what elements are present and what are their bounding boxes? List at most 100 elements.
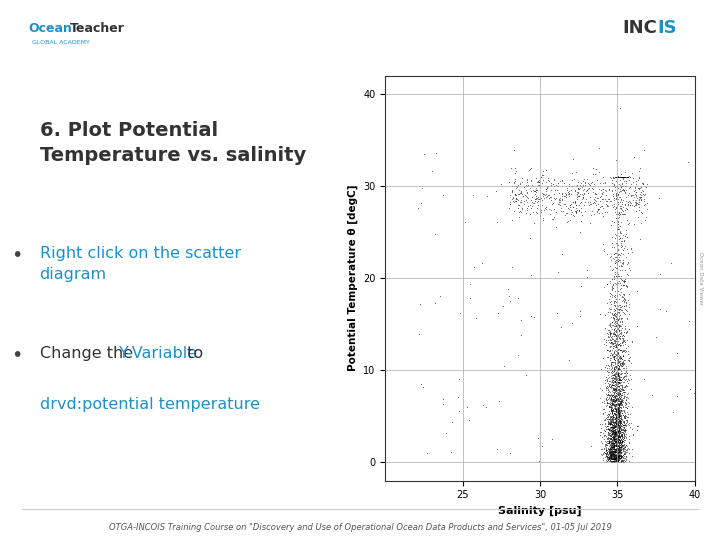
Point	[611, 430, 623, 438]
Point	[616, 427, 628, 436]
Point	[608, 355, 620, 363]
Point	[617, 398, 629, 407]
Point	[602, 376, 613, 384]
Point	[613, 369, 624, 377]
Point	[582, 188, 594, 197]
Point	[606, 436, 618, 444]
Point	[584, 198, 595, 206]
Point	[606, 454, 618, 462]
Point	[608, 432, 619, 441]
Point	[606, 457, 618, 466]
Point	[613, 404, 624, 413]
Point	[618, 237, 629, 246]
Point	[613, 453, 624, 461]
Point	[613, 454, 624, 463]
Point	[613, 440, 624, 448]
Point	[536, 206, 547, 214]
Point	[610, 422, 621, 430]
Point	[611, 449, 623, 457]
Point	[610, 428, 621, 436]
Point	[608, 443, 619, 451]
Point	[620, 400, 631, 409]
Point	[614, 418, 626, 427]
Point	[618, 390, 630, 399]
Point	[617, 207, 629, 215]
Point	[608, 436, 619, 445]
Point	[608, 447, 620, 456]
Point	[614, 210, 626, 218]
Point	[598, 399, 610, 408]
Point	[605, 448, 616, 456]
Point	[613, 190, 624, 198]
Point	[621, 368, 632, 376]
Point	[635, 187, 647, 196]
Point	[606, 420, 617, 428]
Point	[606, 361, 617, 370]
Point	[613, 361, 625, 370]
Point	[611, 375, 622, 383]
Point	[615, 442, 626, 451]
Point	[613, 370, 624, 379]
Point	[605, 327, 616, 336]
Point	[608, 438, 619, 447]
Point	[610, 413, 621, 421]
Point	[614, 437, 626, 445]
Point	[599, 449, 611, 457]
Point	[602, 447, 613, 455]
Point	[595, 202, 606, 211]
Point	[577, 193, 589, 201]
Point	[606, 322, 617, 331]
Point	[527, 185, 539, 194]
Point	[613, 379, 625, 388]
Point	[606, 374, 618, 382]
Point	[618, 434, 629, 442]
Point	[588, 184, 599, 193]
Point	[607, 369, 618, 377]
Point	[611, 382, 622, 391]
Point	[613, 225, 624, 233]
Point	[638, 375, 649, 383]
Point	[615, 415, 626, 423]
Point	[613, 449, 625, 458]
Point	[570, 206, 582, 215]
Point	[609, 429, 621, 438]
Point	[605, 419, 616, 428]
Point	[602, 425, 613, 434]
Point	[639, 215, 651, 224]
Point	[614, 433, 626, 441]
Point	[621, 172, 633, 181]
Point	[612, 304, 624, 313]
Point	[613, 409, 624, 417]
Point	[611, 390, 623, 399]
Point	[615, 104, 626, 112]
Point	[616, 288, 627, 297]
Point	[608, 328, 619, 337]
Point	[610, 407, 621, 415]
Point	[546, 179, 557, 187]
Point	[605, 349, 616, 357]
Point	[564, 215, 575, 224]
Point	[608, 370, 619, 379]
Point	[608, 180, 620, 189]
Point	[608, 242, 620, 251]
Point	[618, 413, 630, 421]
Point	[616, 200, 628, 208]
Point	[614, 420, 626, 429]
Point	[621, 416, 633, 424]
Point	[606, 422, 617, 431]
Point	[609, 370, 621, 379]
Y-axis label: Potential Temperature θ [degC]: Potential Temperature θ [degC]	[347, 185, 358, 372]
Point	[616, 437, 628, 446]
Point	[612, 442, 624, 450]
Point	[559, 211, 571, 219]
Point	[600, 336, 611, 345]
Point	[606, 374, 617, 383]
Point	[616, 332, 628, 340]
Point	[615, 187, 626, 196]
Point	[609, 352, 621, 361]
Point	[609, 400, 621, 409]
Point	[603, 419, 615, 428]
Point	[600, 394, 611, 403]
Point	[610, 427, 621, 436]
Point	[603, 418, 614, 427]
